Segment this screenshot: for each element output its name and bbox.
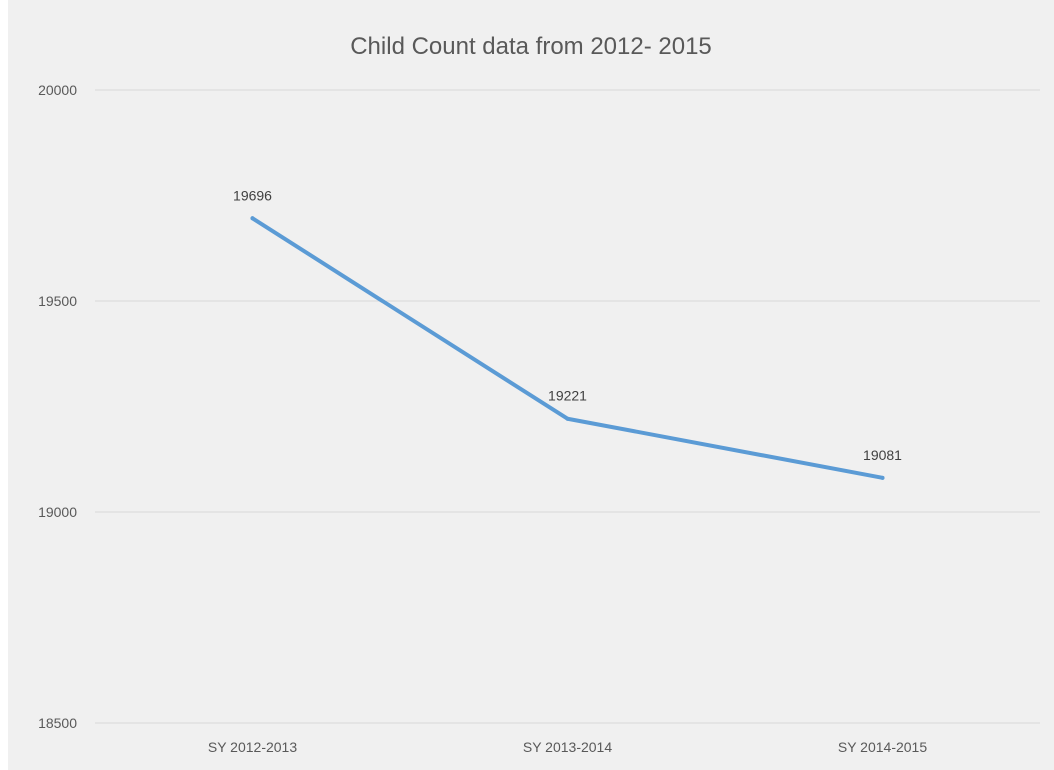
x-tick-label: SY 2012-2013 <box>208 739 297 755</box>
y-tick-label: 19500 <box>38 293 77 309</box>
y-tick-label: 19000 <box>38 504 77 520</box>
y-tick-label: 18500 <box>38 715 77 731</box>
y-axis-tick-labels: 18500 19000 19500 20000 <box>38 82 77 731</box>
x-axis-tick-labels: SY 2012-2013 SY 2013-2014 SY 2014-2015 <box>208 739 927 755</box>
data-point <box>250 216 255 221</box>
data-point <box>880 475 885 480</box>
chart-title: Child Count data from 2012- 2015 <box>350 33 712 60</box>
gridlines <box>95 89 1040 724</box>
series <box>250 216 885 480</box>
data-point <box>565 416 570 421</box>
series-line <box>250 216 885 480</box>
data-labels: 19696 19221 19081 <box>233 187 902 463</box>
data-label: 19221 <box>548 388 587 404</box>
data-label: 19081 <box>863 447 902 463</box>
x-tick-label: SY 2013-2014 <box>523 739 612 755</box>
x-tick-label: SY 2014-2015 <box>838 739 927 755</box>
chart-area <box>8 0 1054 770</box>
y-tick-label: 20000 <box>38 82 77 98</box>
data-label: 19696 <box>233 187 272 203</box>
